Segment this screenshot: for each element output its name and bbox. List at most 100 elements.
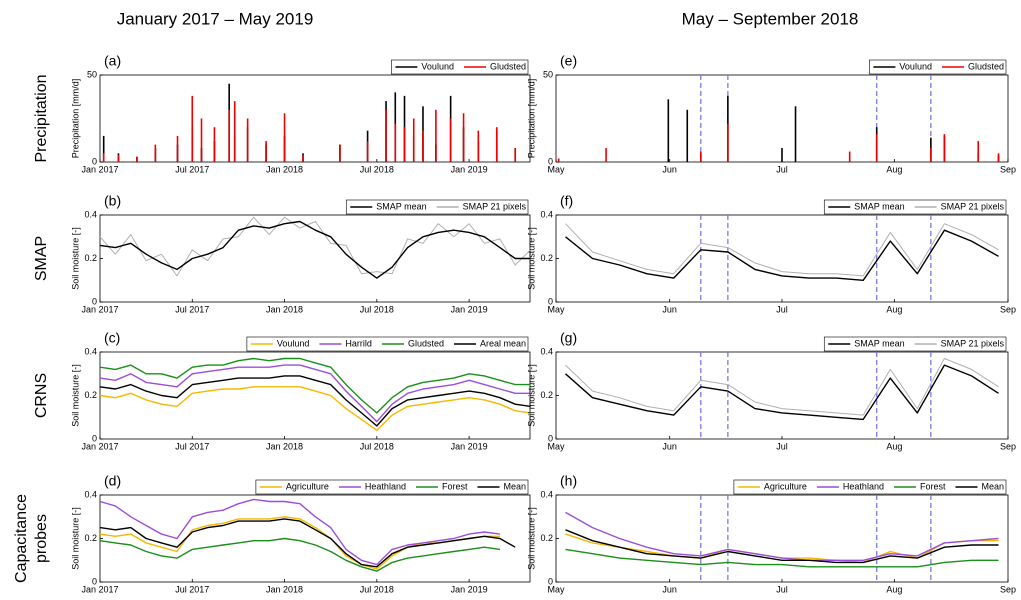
y-tick-label: 0.4 (540, 209, 553, 219)
legend-label: Forest (442, 481, 468, 491)
legend-label: SMAP 21 pixels (463, 201, 527, 211)
x-tick-label: May (547, 164, 565, 174)
x-tick-label: Jan 2019 (451, 304, 488, 314)
x-tick-label: Jan 2019 (451, 441, 488, 451)
series-line (565, 358, 999, 416)
x-tick-label: Aug (886, 304, 902, 314)
x-tick-label: Aug (886, 584, 902, 594)
panel-label: (f) (560, 193, 573, 209)
plot-frame (555, 214, 1009, 303)
y-axis-label: Soil moisture [-] (70, 507, 80, 570)
legend-label: SMAP 21 pixels (941, 201, 1005, 211)
legend-label: Gludsted (490, 61, 526, 71)
x-tick-label: Jan 2018 (266, 584, 303, 594)
legend-label: Heathland (843, 481, 884, 491)
legend-label: Heathland (365, 481, 406, 491)
precip-bar (875, 134, 878, 162)
precip-bar (283, 113, 286, 162)
x-tick-label: Jun (662, 584, 677, 594)
series-line (565, 364, 999, 421)
precip-bar (422, 130, 424, 162)
series-line (99, 537, 500, 572)
legend-box (255, 479, 529, 495)
series-line (99, 498, 500, 566)
precip-bar (557, 158, 560, 162)
x-tick-label: Jul (776, 304, 788, 314)
series-line (99, 375, 531, 427)
precip-bar (667, 99, 670, 162)
y-axis-label: Soil moisture [-] (526, 227, 536, 290)
panel-label: (c) (104, 330, 120, 346)
y-tick-label: 0.2 (540, 533, 553, 543)
precip-bar (700, 151, 702, 162)
x-tick-label: Jul 2017 (175, 441, 209, 451)
precip-bar (686, 109, 689, 162)
y-tick-label: 0.4 (540, 489, 553, 499)
x-tick-label: Sep (1000, 164, 1016, 174)
precip-bar (228, 109, 230, 162)
y-tick-label: 0 (92, 156, 97, 166)
precip-bar (605, 148, 607, 162)
y-tick-label: 0.2 (84, 533, 97, 543)
y-tick-label: 0 (548, 433, 553, 443)
precip-bar (265, 141, 267, 162)
y-tick-label: 0 (92, 296, 97, 306)
y-axis-label: Precipitation [mm/d] (526, 79, 536, 159)
legend-label: Gludsted (408, 338, 444, 348)
legend-label: SMAP mean (376, 201, 426, 211)
y-axis-label: Soil moisture [-] (526, 364, 536, 427)
row-label: CRNS (33, 373, 50, 418)
precip-bar (412, 118, 415, 162)
legend-box (869, 59, 1007, 75)
x-tick-label: Jul 2018 (360, 441, 394, 451)
x-tick-label: Jan 2019 (451, 164, 488, 174)
x-tick-label: May (547, 441, 565, 451)
y-tick-label: 0.4 (540, 346, 553, 356)
x-tick-label: Sep (1000, 304, 1016, 314)
y-tick-label: 0 (92, 433, 97, 443)
x-tick-label: Jul 2017 (175, 584, 209, 594)
y-axis-label: Soil moisture [-] (526, 507, 536, 570)
y-tick-label: 0 (548, 576, 553, 586)
precip-bar (385, 109, 387, 162)
x-tick-label: Jul (776, 441, 788, 451)
plot-frame (555, 494, 1009, 583)
y-tick-label: 0 (92, 576, 97, 586)
series-line (99, 216, 531, 277)
y-tick-label: 0.4 (84, 346, 97, 356)
legend-label: Harrild (345, 338, 372, 348)
x-tick-label: Jun (662, 441, 677, 451)
legend-label: SMAP mean (854, 338, 904, 348)
series-line (565, 229, 999, 281)
precip-bar (977, 141, 980, 162)
legend-label: Agriculture (286, 481, 329, 491)
legend-label: SMAP mean (854, 201, 904, 211)
series-line (565, 529, 999, 564)
column-title: January 2017 – May 2019 (117, 9, 314, 28)
precip-bar (191, 95, 194, 162)
legend-label: Voulund (421, 61, 454, 71)
precip-bar (462, 113, 465, 162)
legend-label: SMAP 21 pixels (941, 338, 1005, 348)
y-tick-label: 0 (548, 296, 553, 306)
precip-bar (495, 127, 498, 162)
x-tick-label: Jan 2019 (451, 584, 488, 594)
precip-bar (781, 148, 783, 162)
y-axis-label: Precipitation [mm/d] (70, 79, 80, 159)
precip-bar (233, 101, 236, 162)
legend-label: Voulund (899, 61, 932, 71)
x-tick-label: Aug (886, 164, 902, 174)
x-tick-label: Aug (886, 441, 902, 451)
precip-bar (514, 148, 517, 162)
x-tick-label: Jul 2018 (360, 164, 394, 174)
x-tick-label: Jan 2017 (81, 584, 118, 594)
series-line (565, 548, 999, 568)
precip-bar (136, 156, 138, 162)
y-tick-label: 50 (87, 69, 97, 79)
precip-bar (477, 130, 480, 162)
column-title: May – September 2018 (682, 9, 859, 28)
precip-bar (154, 144, 157, 162)
precip-bar (794, 106, 797, 162)
precip-bar (435, 109, 437, 162)
x-tick-label: Jul (776, 164, 788, 174)
